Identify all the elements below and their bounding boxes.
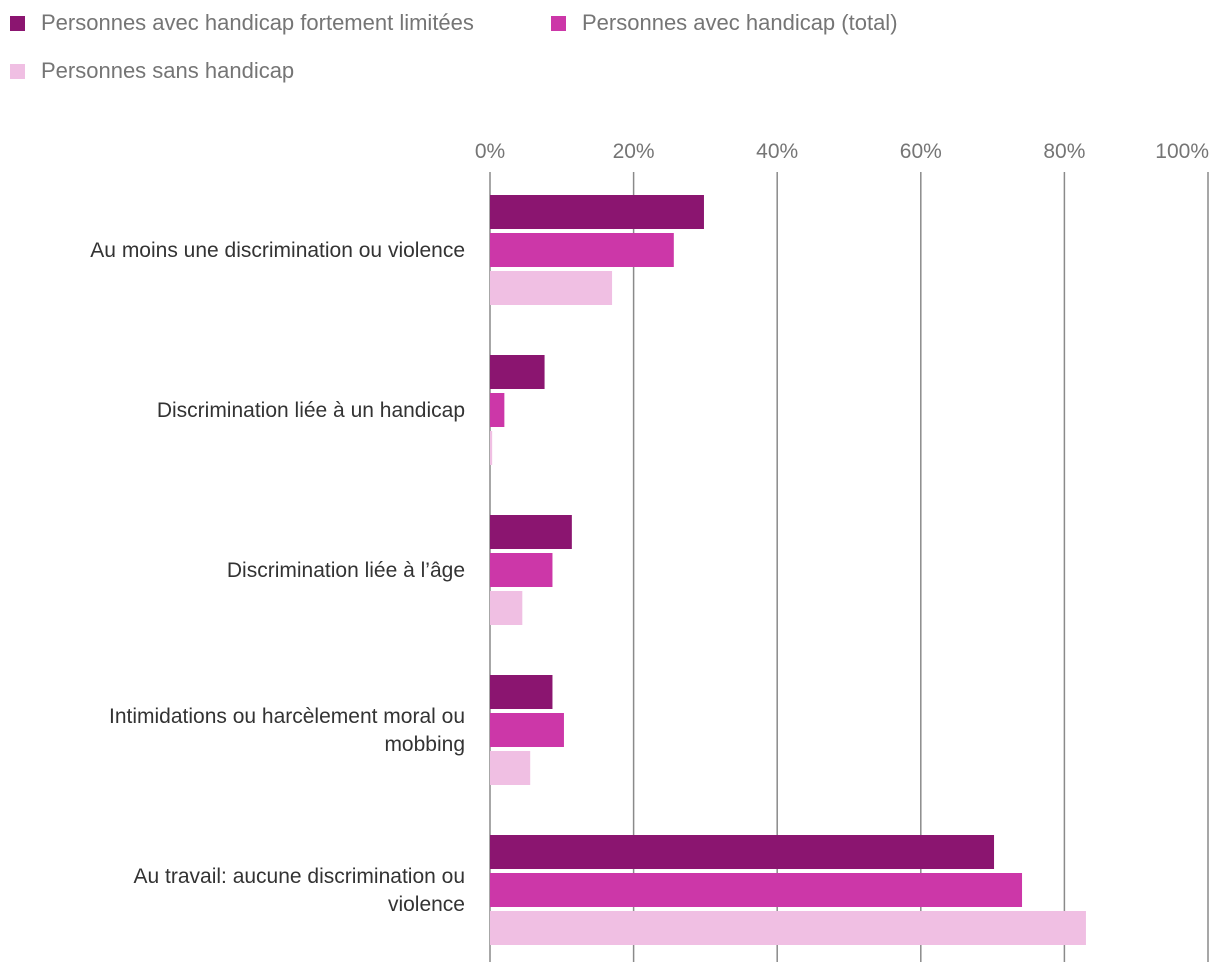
bar-3-series-2	[490, 553, 553, 587]
bar-5-series-3	[490, 911, 1086, 945]
category-label-4-line-2: mobbing	[384, 733, 465, 756]
x-tick-label-20: 20%	[613, 140, 655, 163]
category-label-4-line-1: Intimidations ou harcèlement moral ou	[109, 705, 465, 728]
bar-3-series-1	[490, 515, 572, 549]
category-label-2: Discrimination liée à un handicap	[157, 399, 465, 422]
category-label-5-line-1: Au travail: aucune discrimination ou	[133, 865, 465, 888]
category-label-1: Au moins une discrimination ou violence	[90, 239, 465, 262]
bar-5-series-2	[490, 873, 1023, 907]
legend-swatch-strongly-limited	[10, 15, 25, 31]
bar-2-series-3	[490, 431, 493, 465]
bar-2-series-1	[490, 355, 545, 389]
bar-2-series-2	[490, 393, 505, 427]
legend-swatch-total	[551, 15, 566, 31]
legend-label-without-disability: Personnes sans handicap	[41, 58, 295, 83]
legend-item-strongly-limited[interactable]: Personnes avec handicap fortement limité…	[10, 10, 474, 36]
bar-1-series-2	[490, 233, 674, 267]
x-tick-label-0: 0%	[475, 140, 505, 163]
legend-label-strongly-limited: Personnes avec handicap fortement limité…	[41, 10, 474, 35]
legend-item-without-disability[interactable]: Personnes sans handicap	[10, 58, 294, 84]
x-tick-label-60: 60%	[900, 140, 942, 163]
category-label-3: Discrimination liée à l’âge	[227, 559, 465, 582]
x-tick-label-100: 100%	[1155, 140, 1209, 163]
x-tick-label-40: 40%	[756, 140, 798, 163]
x-tick-label-80: 80%	[1043, 140, 1085, 163]
bar-4-series-2	[490, 713, 564, 747]
bar-1-series-3	[490, 271, 613, 305]
bar-4-series-1	[490, 675, 553, 709]
bar-3-series-3	[490, 591, 523, 625]
legend-swatch-without-disability	[10, 63, 25, 79]
legend-label-total: Personnes avec handicap (total)	[582, 10, 898, 35]
bar-4-series-3	[490, 751, 531, 785]
bar-1-series-1	[490, 195, 704, 229]
legend-item-total[interactable]: Personnes avec handicap (total)	[551, 10, 898, 36]
category-label-5-line-2: violence	[388, 893, 465, 916]
bar-5-series-1	[490, 835, 995, 869]
